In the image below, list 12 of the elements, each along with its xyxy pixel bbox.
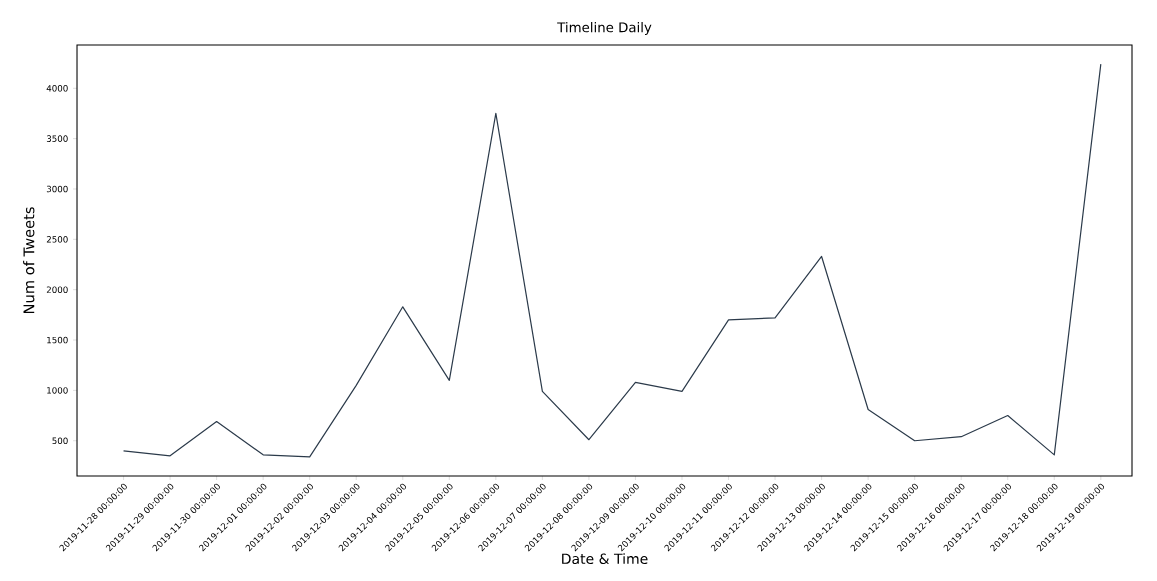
x-axis-title: Date & Time: [562, 553, 648, 565]
y-tick-label: 1000: [47, 387, 68, 394]
y-tick-label: 500: [52, 437, 68, 445]
line-series: [122, 63, 1102, 458]
y-tick-label: 2500: [46, 236, 68, 243]
y-tick-label: 1500: [47, 336, 68, 344]
y-tick-label: 3500: [46, 135, 68, 142]
y-axis-title: Num of Tweets: [23, 207, 35, 314]
y-tick-label: 2000: [46, 286, 68, 293]
y-tick-label: 4000: [46, 85, 68, 92]
y-tick-label: 3000: [46, 185, 68, 193]
chart-title: Timeline Daily: [557, 22, 652, 35]
